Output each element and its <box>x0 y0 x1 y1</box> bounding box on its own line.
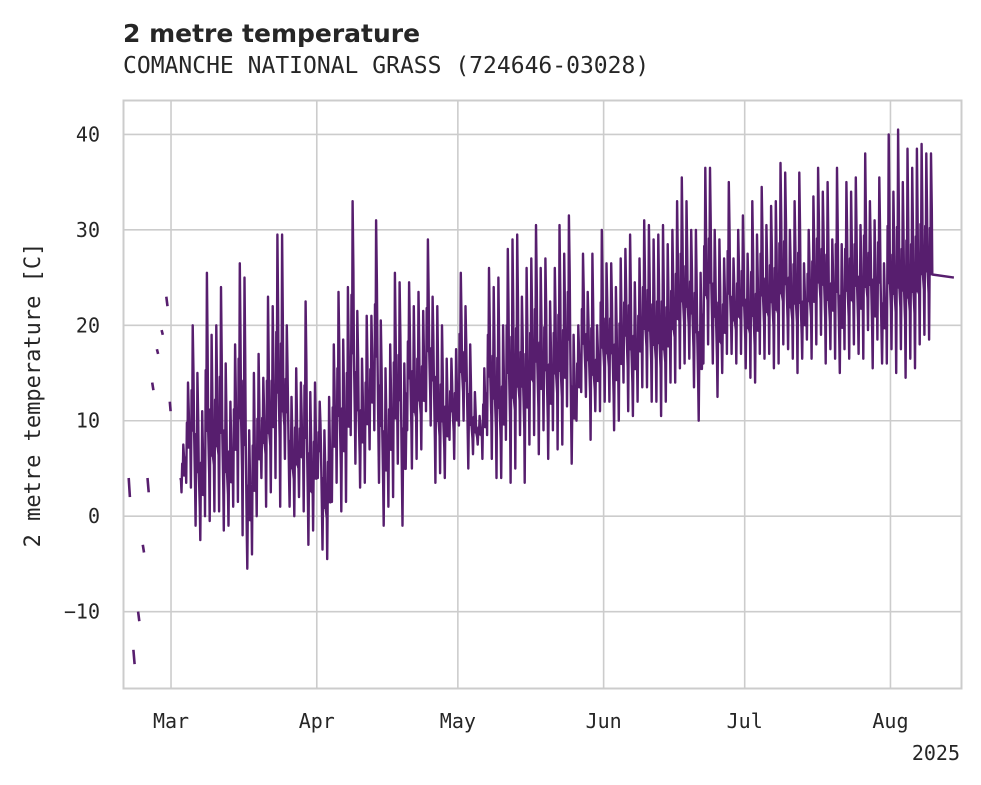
series-line-segment <box>160 329 165 336</box>
x-axis-year-label: 2025 <box>912 741 960 765</box>
y-tick-label: 10 <box>76 409 100 433</box>
series-line-segment <box>146 477 150 493</box>
x-tick-label: Jul <box>727 709 763 733</box>
y-tick-label: 20 <box>76 313 100 337</box>
y-tick-label: 40 <box>76 122 100 146</box>
y-axis-ticks: 40 30 20 10 0 −10 <box>64 122 100 623</box>
series-line-segment <box>141 544 146 553</box>
y-tick-label: 30 <box>76 218 100 242</box>
chart-subtitle: COMANCHE NATIONAL GRASS (724646-03028) <box>123 53 649 79</box>
x-axis-ticks: Mar Apr May Jun Jul Aug <box>153 709 909 733</box>
y-tick-label: −10 <box>64 600 100 624</box>
y-axis-label: 2 metre temperature [C] <box>21 243 46 548</box>
series-line-segment <box>132 649 136 665</box>
series-line-segment <box>136 611 141 622</box>
series-line-segment <box>165 296 169 307</box>
series-line-segment <box>168 401 172 412</box>
series-line-segment <box>155 348 160 355</box>
series-line <box>179 128 955 570</box>
x-tick-label: Apr <box>299 709 335 733</box>
series-line-segment <box>150 382 155 391</box>
x-tick-label: Mar <box>153 709 189 733</box>
plot-frame <box>122 99 963 690</box>
y-tick-label: 0 <box>88 504 100 528</box>
x-tick-label: Aug <box>872 709 908 733</box>
temperature-series <box>127 128 955 665</box>
x-tick-label: Jun <box>586 709 622 733</box>
chart-title: 2 metre temperature <box>123 19 420 48</box>
series-line-segment <box>127 477 132 498</box>
x-tick-label: May <box>440 709 476 733</box>
